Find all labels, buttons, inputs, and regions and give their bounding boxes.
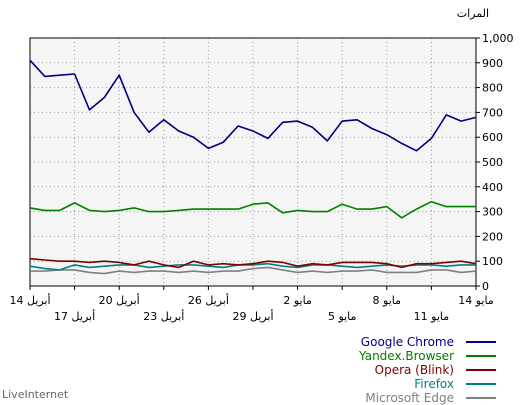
legend-label: Opera (Blink) (375, 363, 454, 377)
x-tick-label: 2 مايو (283, 294, 312, 307)
y-axis-label: المرات (457, 7, 489, 20)
series-line-microsoft-edge (30, 266, 477, 275)
x-axis-ticks: 14 مايو 8 مايو 2 مايو 26 أبريل 20 أبريل 14 أب… (9, 286, 494, 323)
y-tick-label: 800 (482, 82, 503, 95)
legend-label: Google Chrome (361, 335, 454, 349)
y-tick-label: 500 (482, 156, 503, 169)
y-tick-label: 100 (482, 255, 503, 268)
x-tick-label: 14 مايو (458, 294, 494, 307)
x-tick-label: 14 أبريل (9, 293, 50, 307)
x-tick-label: 8 مايو (373, 294, 402, 307)
x-tick-label: 5 مايو (328, 310, 357, 323)
y-tick-label: 700 (482, 106, 503, 119)
legend-label: Microsoft Edge (365, 391, 454, 405)
y-tick-label: 400 (482, 181, 503, 194)
x-tick-label: 11 مايو (414, 310, 450, 323)
brand-footer: LiveInternet (2, 388, 69, 401)
legend-label: Yandex.Browser (358, 349, 454, 363)
series-line-firefox (29, 262, 476, 271)
series-line-google-chrome (29, 59, 477, 152)
x-tick-label: 20 أبريل (99, 293, 140, 307)
x-tick-label: 23 أبريل (143, 309, 184, 323)
series-line-yandex-browser (29, 200, 476, 219)
x-tick-label: 17 أبريل (54, 309, 95, 323)
series-lines (29, 59, 477, 275)
y-tick-label: 600 (482, 131, 503, 144)
y-tick-label: 1,000 (482, 32, 514, 45)
y-tick-label: 0 (482, 280, 489, 293)
x-tick-label: 26 أبريل (188, 293, 229, 307)
legend-label: Firefox (414, 377, 454, 391)
y-tick-label: 300 (482, 206, 503, 219)
series-line-opera-blink (29, 257, 477, 269)
y-axis-ticks: 0 100 200 300 400 500 600 700 800 900 1,000 (476, 32, 514, 293)
x-tick-label: 29 أبريل (232, 309, 273, 323)
y-tick-label: 200 (482, 230, 503, 243)
y-tick-label: 900 (482, 57, 503, 70)
